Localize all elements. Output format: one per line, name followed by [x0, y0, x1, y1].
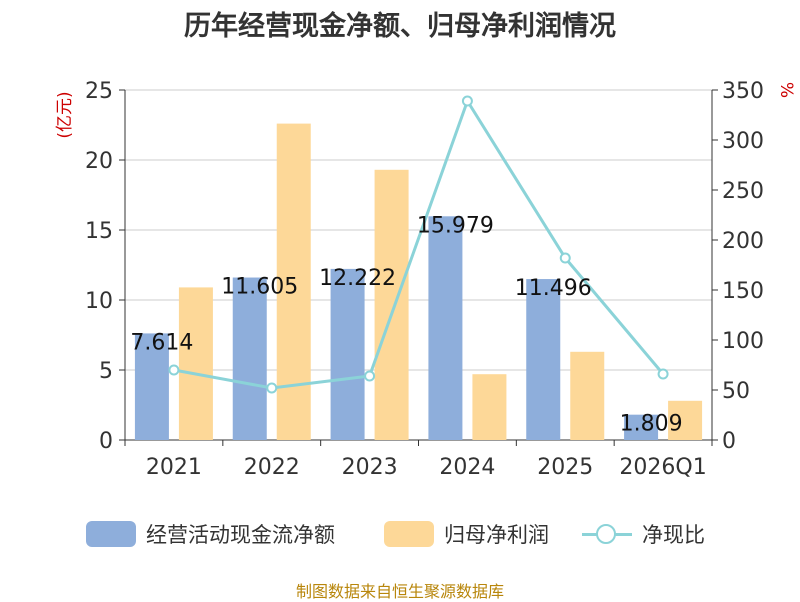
- line-point: [461, 95, 473, 107]
- chart-title: 历年经营现金净额、归母净利润情况: [184, 11, 616, 42]
- bar-net-profit: [178, 287, 213, 440]
- line-point: [364, 370, 376, 382]
- y-left-tick-label: 15: [85, 219, 113, 244]
- data-label: 1.809: [620, 412, 683, 437]
- bar-operating-cashflow: [232, 277, 267, 440]
- legend-swatch-bar1: [86, 521, 136, 547]
- legend-label: 归母净利润: [444, 523, 549, 547]
- legend-label: 净现比: [642, 523, 705, 547]
- y-left-tick-label: 0: [99, 429, 113, 454]
- y-right-tick-label: 200: [722, 229, 764, 254]
- legend: 经营活动现金流净额 归母净利润 净现比: [0, 514, 800, 554]
- y-left-tick-label: 10: [85, 289, 113, 314]
- data-label: 7.614: [130, 330, 193, 355]
- x-tick-label: 2026Q1: [619, 455, 706, 480]
- data-label: 15.979: [417, 213, 494, 238]
- bar-operating-cashflow: [330, 268, 365, 440]
- y-right-tick-label: 100: [722, 329, 764, 354]
- x-tick-label: 2025: [537, 455, 593, 480]
- data-label: 11.496: [515, 276, 592, 301]
- bar-net-profit: [374, 169, 409, 441]
- line-point: [657, 368, 669, 380]
- data-label: 11.605: [221, 275, 298, 300]
- line-cash-ratio: [173, 97, 665, 390]
- y-left-unit-label: (亿元): [55, 91, 75, 138]
- legend-label: 经营活动现金流净额: [146, 523, 335, 547]
- bar-operating-cashflow: [134, 333, 169, 440]
- source-note: 制图数据来自恒生聚源数据库: [295, 582, 504, 601]
- y-right-tick-label: 50: [722, 379, 750, 404]
- y-right-tick-label: 300: [722, 129, 764, 154]
- legend-swatch-bar2: [384, 521, 434, 547]
- bar-net-profit: [570, 351, 605, 440]
- legend-item-cash-ratio[interactable]: 净现比: [582, 514, 705, 554]
- line-point: [168, 364, 180, 376]
- legend-swatch-line-icon: [582, 521, 632, 547]
- line-point: [559, 252, 571, 264]
- x-tick-label: 2021: [146, 455, 202, 480]
- legend-item-operating-cashflow[interactable]: 经营活动现金流净额: [86, 514, 335, 554]
- x-tick-label: 2022: [244, 455, 300, 480]
- y-right-unit-label: %: [776, 82, 796, 98]
- x-tick-label: 2023: [342, 455, 398, 480]
- y-left-tick-label: 20: [85, 149, 113, 174]
- bar-operating-cashflow: [526, 279, 561, 440]
- y-right-tick-label: 350: [722, 79, 764, 104]
- bar-net-profit: [472, 374, 507, 440]
- line-point: [266, 382, 278, 394]
- x-tick-label: 2024: [439, 455, 495, 480]
- bar-net-profit: [668, 400, 703, 440]
- y-right-tick-label: 0: [722, 429, 736, 454]
- bar-operating-cashflow: [624, 414, 659, 440]
- y-right-tick-label: 250: [722, 179, 764, 204]
- legend-item-net-profit[interactable]: 归母净利润: [384, 514, 549, 554]
- y-left-tick-label: 25: [85, 79, 113, 104]
- y-right-tick-label: 150: [722, 279, 764, 304]
- y-left-tick-label: 5: [99, 359, 113, 384]
- data-label: 12.222: [319, 266, 396, 291]
- bar-operating-cashflow: [428, 216, 463, 440]
